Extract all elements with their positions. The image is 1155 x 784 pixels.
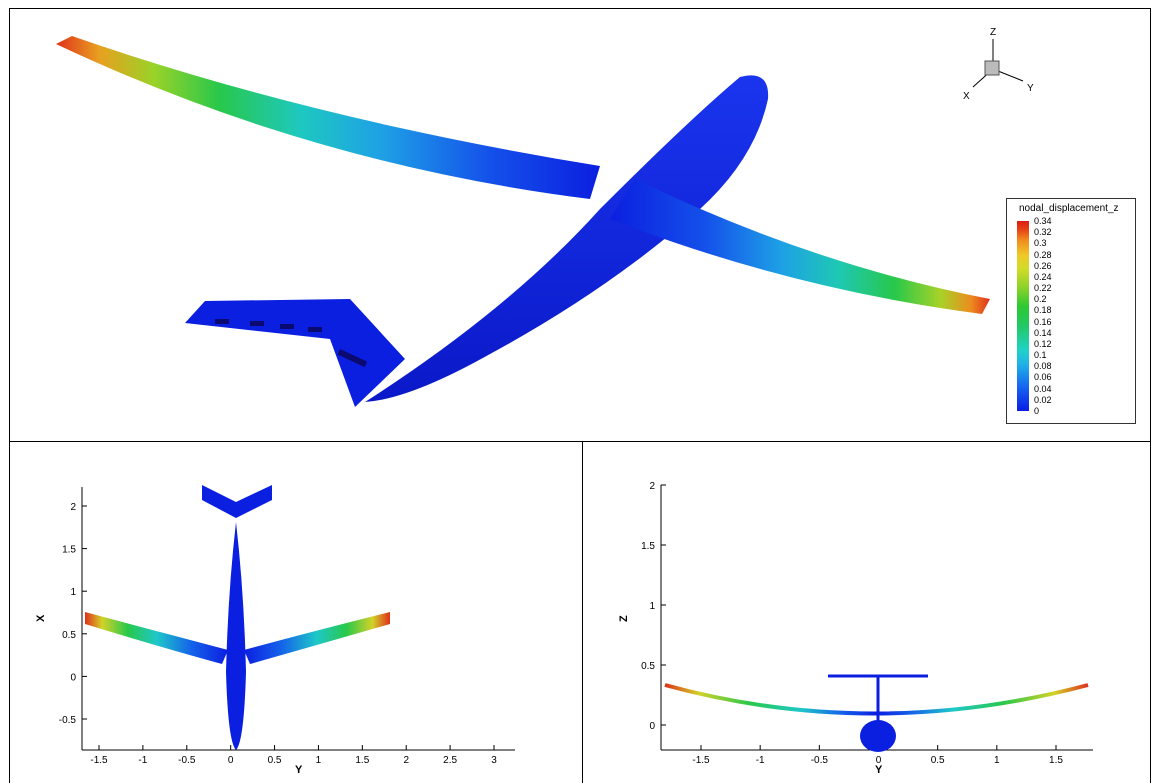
x-tick-label: 3 bbox=[491, 755, 497, 766]
x-tick-label: 0.5 bbox=[931, 755, 945, 766]
legend-label: 0.3 bbox=[1034, 238, 1047, 249]
y-tick-label: 0 bbox=[70, 672, 76, 683]
x-tick-label: -1.5 bbox=[692, 755, 710, 766]
legend-label: 0.18 bbox=[1034, 305, 1052, 316]
legend-label: 0.08 bbox=[1034, 361, 1052, 372]
y-tick-label: 0.5 bbox=[641, 661, 655, 672]
planform-tail bbox=[202, 485, 272, 518]
legend-label: 0.04 bbox=[1034, 383, 1052, 394]
tail-panel-lines bbox=[215, 319, 368, 368]
x-tick-label: 2 bbox=[403, 755, 409, 766]
y-tick-label: 2 bbox=[649, 481, 655, 492]
color-legend: nodal_displacement_z 0.34 0.32 0.3 0.28 0.26… bbox=[1006, 198, 1136, 424]
top-view-x-title: Y bbox=[295, 764, 303, 776]
legend-label: 0.32 bbox=[1034, 227, 1052, 238]
y-tick-label: 0.5 bbox=[62, 630, 76, 641]
legend-label: 0.28 bbox=[1034, 249, 1052, 260]
legend-label: 0.16 bbox=[1034, 316, 1052, 327]
front-view-x-title: Y bbox=[875, 764, 883, 776]
triad-z-label: Z bbox=[990, 27, 996, 38]
aircraft-3d-render: Z Y X bbox=[56, 27, 1034, 407]
legend-label: 0.24 bbox=[1034, 271, 1052, 282]
front-view-panel: -1.5 -1 -0.5 0 0.5 1 1.5 2 1.5 1 0.5 0 Y Z bbox=[582, 441, 1151, 783]
right-wing bbox=[610, 179, 990, 314]
legend-label: 0.22 bbox=[1034, 283, 1052, 294]
top-view-plot: -1.5 -1 -0.5 0 0.5 1 1.5 2 2.5 3 2 1.5 1 0.5 0 -0.5 bbox=[35, 485, 515, 776]
y-tick-label: 1 bbox=[70, 587, 76, 598]
legend-label: 0.1 bbox=[1034, 350, 1047, 361]
legend-label: 0.26 bbox=[1034, 260, 1052, 271]
front-view-plot: -1.5 -1 -0.5 0 0.5 1 1.5 2 1.5 1 0.5 0 Y Z bbox=[618, 481, 1093, 776]
x-tick-label: -0.5 bbox=[178, 755, 196, 766]
planform-left-wing bbox=[85, 612, 228, 664]
front-fuselage bbox=[860, 720, 896, 752]
x-tick-label: -1.5 bbox=[90, 755, 108, 766]
x-tick-label: 1.5 bbox=[355, 755, 369, 766]
x-tick-label: 1 bbox=[316, 755, 322, 766]
triad-x-label: X bbox=[963, 91, 970, 102]
x-tick-label: -1 bbox=[138, 755, 147, 766]
planform-fuselage bbox=[226, 522, 246, 750]
y-tick-label: 1.5 bbox=[641, 541, 655, 552]
legend-label: 0.06 bbox=[1034, 372, 1052, 383]
y-tick-label: 1 bbox=[649, 601, 655, 612]
legend-label: 0.2 bbox=[1034, 294, 1047, 305]
fuselage bbox=[365, 75, 769, 402]
planform-right-wing bbox=[244, 612, 390, 664]
y-tick-label: 1.5 bbox=[62, 545, 76, 556]
horizontal-tail bbox=[185, 299, 405, 407]
top-view-panel: -1.5 -1 -0.5 0 0.5 1 1.5 2 2.5 3 2 1.5 1 0.5 0 -0.5 bbox=[9, 441, 583, 783]
legend-label: 0.14 bbox=[1034, 327, 1052, 338]
x-tick-label: 1.5 bbox=[1049, 755, 1063, 766]
left-wing bbox=[56, 36, 600, 199]
legend-colorbar bbox=[1017, 221, 1029, 411]
x-tick-label: 0 bbox=[228, 755, 234, 766]
top-view-y-title: X bbox=[35, 614, 47, 622]
legend-title: nodal_displacement_z bbox=[1019, 203, 1119, 214]
legend-label: 0.02 bbox=[1034, 394, 1052, 405]
legend-label: 0 bbox=[1034, 406, 1040, 416]
legend-label: 0.12 bbox=[1034, 338, 1052, 349]
y-tick-label: -0.5 bbox=[59, 715, 77, 726]
x-tick-label: 0.5 bbox=[268, 755, 282, 766]
x-tick-label: -1 bbox=[756, 755, 765, 766]
legend-label: 0.34 bbox=[1034, 216, 1052, 226]
front-view-y-title: Z bbox=[618, 615, 630, 622]
front-wing bbox=[664, 683, 1089, 716]
axis-triad: Z Y X bbox=[963, 27, 1034, 102]
triad-y-label: Y bbox=[1027, 83, 1034, 94]
x-tick-label: 2.5 bbox=[443, 755, 457, 766]
x-tick-label: -0.5 bbox=[811, 755, 829, 766]
y-tick-label: 0 bbox=[649, 721, 655, 732]
x-tick-label: 1 bbox=[994, 755, 1000, 766]
y-tick-label: 2 bbox=[70, 502, 76, 513]
x-tick-label: 0 bbox=[876, 755, 882, 766]
isometric-view-panel: Z Y X bbox=[9, 8, 1151, 442]
